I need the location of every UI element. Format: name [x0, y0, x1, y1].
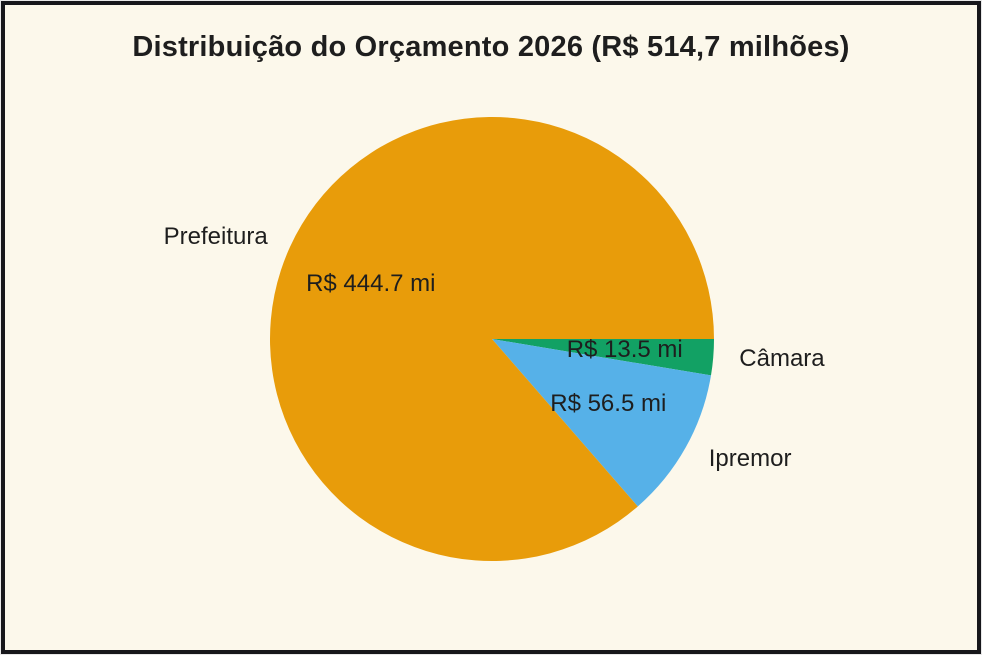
- pie-label-ipremor: Ipremor: [708, 445, 792, 473]
- pie-slice-ipremor: [492, 339, 711, 507]
- pie-slice-prefeitura: [270, 117, 714, 562]
- pie-label-prefeitura: Prefeitura: [163, 222, 268, 250]
- pie-label-camara: Câmara: [739, 345, 825, 373]
- pie-value-camara: R$ 13.5 mi: [566, 335, 683, 363]
- chart-title: Distribuição do Orçamento 2026 (R$ 514,7…: [132, 31, 850, 63]
- pie-value-ipremor: R$ 56.5 mi: [550, 389, 667, 417]
- pie-chart: [270, 117, 714, 562]
- pie-value-prefeitura: R$ 444.7 mi: [306, 269, 436, 297]
- pie-slice-camara: [492, 339, 714, 376]
